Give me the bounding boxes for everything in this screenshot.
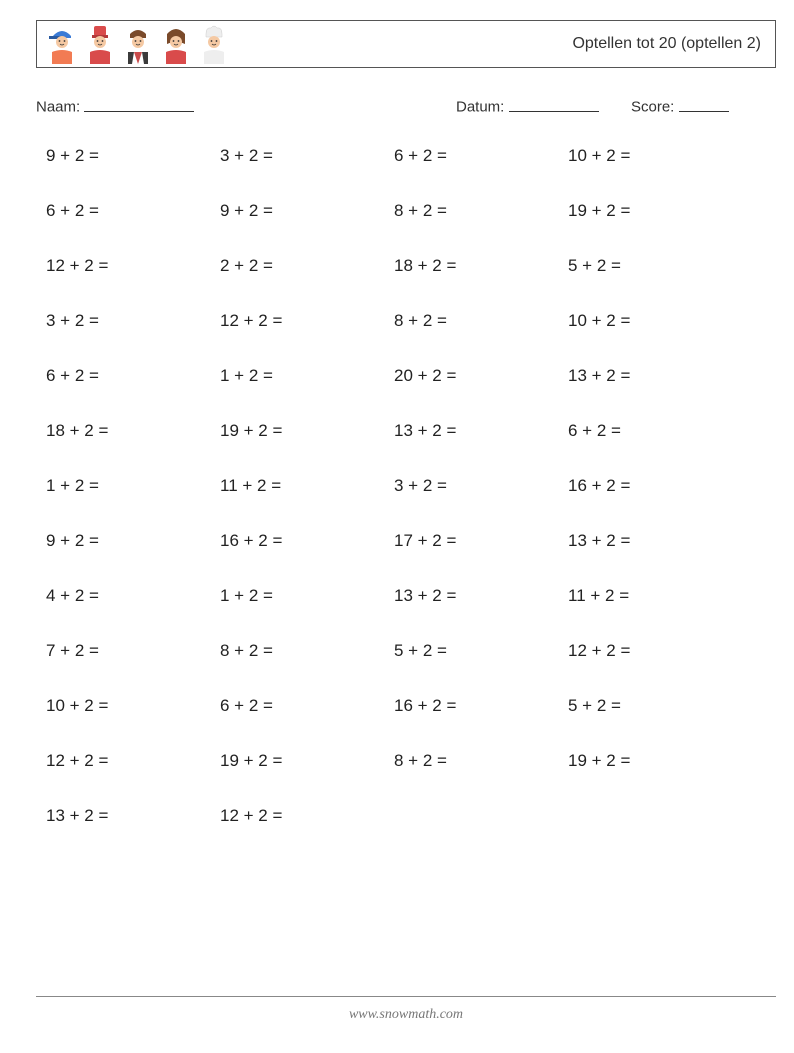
problem-cell: 19 + 2 =: [220, 421, 394, 441]
problem-cell: 13 + 2 =: [568, 366, 742, 386]
name-field: Naam:: [36, 98, 456, 116]
problem-cell: 13 + 2 =: [46, 806, 220, 826]
problem-cell: 20 + 2 =: [394, 366, 568, 386]
date-blank[interactable]: [509, 98, 599, 112]
problem-cell: 6 + 2 =: [46, 366, 220, 386]
problem-cell: 3 + 2 =: [46, 311, 220, 331]
problem-cell: 5 + 2 =: [568, 256, 742, 276]
score-blank[interactable]: [679, 98, 729, 112]
problem-cell: 19 + 2 =: [568, 201, 742, 221]
problem-cell: 6 + 2 =: [394, 146, 568, 166]
problem-cell: 1 + 2 =: [220, 366, 394, 386]
problem-cell: 9 + 2 =: [46, 146, 220, 166]
meta-row: Naam: Datum: Score:: [36, 98, 776, 116]
header-box: Optellen tot 20 (optellen 2): [36, 20, 776, 68]
problem-cell: 18 + 2 =: [394, 256, 568, 276]
problem-cell: 3 + 2 =: [220, 146, 394, 166]
problem-cell: 10 + 2 =: [568, 311, 742, 331]
name-label: Naam:: [36, 99, 80, 116]
problem-cell: 12 + 2 =: [568, 641, 742, 661]
problem-cell: 2 + 2 =: [220, 256, 394, 276]
problems-grid: 9 + 2 =3 + 2 =6 + 2 =10 + 2 =6 + 2 =9 + …: [36, 146, 776, 826]
problem-cell: 18 + 2 =: [46, 421, 220, 441]
problem-cell: 8 + 2 =: [394, 311, 568, 331]
worker-icon: [47, 24, 77, 64]
date-field: Datum:: [456, 98, 631, 116]
problem-cell: 1 + 2 =: [46, 476, 220, 496]
problem-cell: 9 + 2 =: [220, 201, 394, 221]
problem-cell: 11 + 2 =: [220, 476, 394, 496]
problem-cell: 8 + 2 =: [394, 751, 568, 771]
score-label: Score:: [631, 99, 674, 116]
problem-cell: 16 + 2 =: [568, 476, 742, 496]
problem-cell: 16 + 2 =: [220, 531, 394, 551]
problem-cell: 13 + 2 =: [394, 586, 568, 606]
worksheet-title: Optellen tot 20 (optellen 2): [572, 35, 765, 53]
problem-cell: [568, 806, 742, 826]
problem-cell: 3 + 2 =: [394, 476, 568, 496]
problem-cell: 12 + 2 =: [46, 751, 220, 771]
problem-cell: 12 + 2 =: [46, 256, 220, 276]
problem-cell: 13 + 2 =: [394, 421, 568, 441]
problem-cell: 5 + 2 =: [394, 641, 568, 661]
problem-cell: 6 + 2 =: [46, 201, 220, 221]
header-icons-row: [47, 24, 572, 64]
problem-cell: 8 + 2 =: [220, 641, 394, 661]
problem-cell: 17 + 2 =: [394, 531, 568, 551]
date-label: Datum:: [456, 99, 504, 116]
footer: www.snowmath.com: [36, 996, 776, 1023]
problem-cell: 19 + 2 =: [220, 751, 394, 771]
problem-cell: 9 + 2 =: [46, 531, 220, 551]
problem-cell: 10 + 2 =: [568, 146, 742, 166]
chef-icon: [199, 24, 229, 64]
problem-cell: 4 + 2 =: [46, 586, 220, 606]
problem-cell: 12 + 2 =: [220, 806, 394, 826]
problem-cell: 5 + 2 =: [568, 696, 742, 716]
problem-cell: 10 + 2 =: [46, 696, 220, 716]
score-field: Score:: [631, 98, 776, 116]
problem-cell: 11 + 2 =: [568, 586, 742, 606]
bellhop-icon: [85, 24, 115, 64]
waiter-icon: [123, 24, 153, 64]
problem-cell: 1 + 2 =: [220, 586, 394, 606]
problem-cell: 13 + 2 =: [568, 531, 742, 551]
problem-cell: [394, 806, 568, 826]
problem-cell: 6 + 2 =: [220, 696, 394, 716]
name-blank[interactable]: [84, 98, 194, 112]
problem-cell: 8 + 2 =: [394, 201, 568, 221]
problem-cell: 19 + 2 =: [568, 751, 742, 771]
problem-cell: 7 + 2 =: [46, 641, 220, 661]
problem-cell: 6 + 2 =: [568, 421, 742, 441]
woman-icon: [161, 24, 191, 64]
problem-cell: 16 + 2 =: [394, 696, 568, 716]
problem-cell: 12 + 2 =: [220, 311, 394, 331]
footer-text: www.snowmath.com: [349, 1007, 463, 1022]
